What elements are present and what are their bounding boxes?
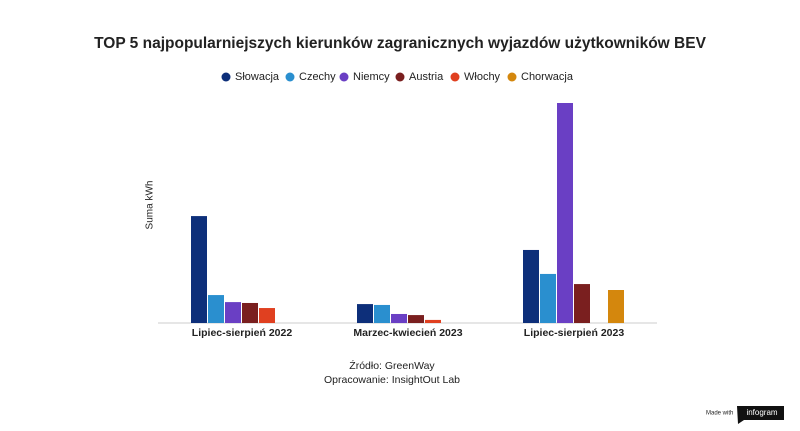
bar (225, 302, 241, 323)
legend-swatch (285, 72, 295, 82)
bar (208, 295, 224, 323)
brand-badge (737, 406, 784, 424)
credit: Opracowanie: InsightOut Lab (324, 374, 460, 386)
bar (242, 302, 258, 323)
bar (557, 103, 573, 323)
bar (523, 249, 539, 323)
bar (191, 216, 207, 323)
legend-swatch (450, 72, 460, 82)
legend-label: Niemcy (353, 71, 390, 83)
legend-swatch (507, 72, 517, 82)
legend-swatch (221, 72, 231, 82)
bar (391, 313, 407, 323)
bar (574, 284, 590, 323)
legend-swatch (339, 72, 349, 82)
legend-label: Austria (409, 71, 444, 83)
chart-title: TOP 5 najpopularniejszych kierunków zagr… (94, 35, 706, 52)
bar (357, 304, 373, 323)
source: Źródło: GreenWay (349, 359, 435, 372)
bar (608, 290, 624, 323)
brand: infogram (746, 408, 777, 417)
legend-label: Czechy (299, 71, 336, 83)
legend-label: Chorwacja (521, 71, 574, 83)
legend-label: Słowacja (235, 71, 280, 83)
bar (408, 315, 424, 323)
legend-swatch (395, 72, 405, 82)
x-tick-label: Marzec-kwiecień 2023 (353, 327, 462, 339)
bar (259, 308, 275, 323)
bar (374, 304, 390, 323)
x-tick-label: Lipiec-sierpień 2023 (524, 327, 625, 339)
bar (540, 273, 556, 323)
y-axis-label: Suma kWh (145, 181, 156, 230)
legend-label: Włochy (464, 71, 501, 83)
made-with: Made with (706, 411, 733, 417)
bar (425, 319, 441, 323)
x-tick-label: Lipiec-sierpień 2022 (192, 327, 293, 339)
